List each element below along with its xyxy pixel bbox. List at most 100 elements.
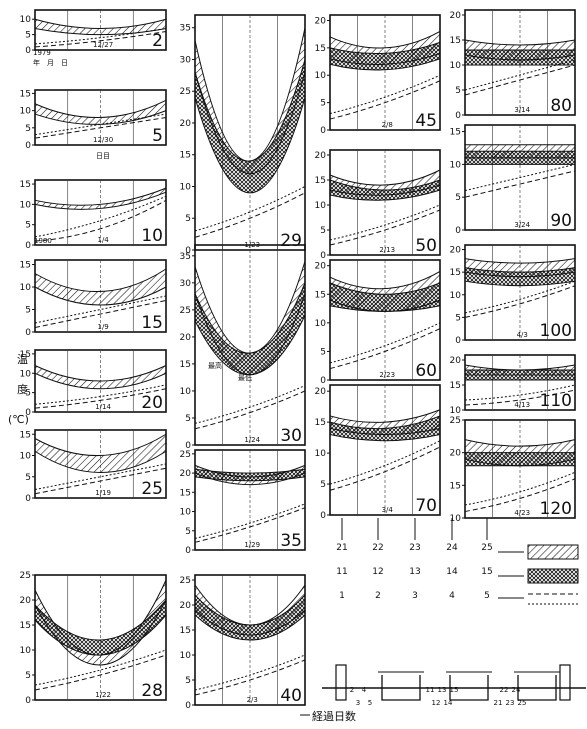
sensor-number: 12 [432,699,441,707]
day-number: 35 [280,531,302,551]
y-tick-label: 15 [20,430,31,440]
panel-5: 0 5 10 15 12/30 5 [20,89,167,151]
bed-trough [517,675,557,701]
legend-number: 12 [372,567,383,577]
day-number: 110 [540,391,572,411]
panel-20: 0 5 10 15 1/14 20 [20,349,167,418]
day-number: 40 [280,686,302,706]
legend-number: 23 [409,543,420,553]
y-tick-label: 0 [455,336,461,346]
panel-110: 10 15 20 4/13 110 [450,354,576,416]
y-tick-label: 15 [450,36,461,46]
date-label: 12/30 [93,136,113,144]
sensor-number: 2 [350,686,354,694]
y-tick-label: 15 [315,176,326,186]
y-tick-label: 5 [320,99,326,109]
y-tick-label: 0 [320,126,326,136]
panel-90: 0 5 10 15 3/24 90 [450,124,576,236]
panel-28: 0 5 10 15 20 25 1/22 28 [20,571,167,706]
y-tick-label: 10 [20,200,32,210]
legend-number: 15 [481,567,492,577]
date-label: 2/8 [382,121,393,129]
legend-number: 24 [446,543,458,553]
panel-25: 0 5 10 15 1/19 25 [20,429,167,504]
series-band-crosshatched [194,282,306,376]
y-tick-label: 0 [25,328,31,338]
legend-number: 11 [336,567,347,577]
y-tick-label: 10 [450,160,462,170]
legend-number: 1 [339,591,345,601]
series-dotted-line [34,195,167,238]
panel-70: 0 5 10 15 20 3/4 70 [315,384,441,521]
series-dotted-line [329,322,441,364]
panel-80: 0 5 10 15 20 3/14 80 [450,9,576,121]
date-label: 1/24 [244,436,260,444]
series-dashed-line [464,389,576,406]
y-tick-label: 25 [180,306,191,316]
day-number: 29 [280,231,302,251]
bed-trough [381,675,421,701]
y-tick-label: 10 [450,61,462,71]
sensor-number: 11 [426,686,435,694]
y-axis-label-3: (℃) [8,413,29,426]
y-tick-label: 15 [450,481,461,491]
y-tick-label: 10 [180,387,192,397]
y-tick-label: 30 [180,55,192,65]
series-dashed-line [329,446,441,491]
series-dashed-line [34,199,167,242]
panel-35: 0 5 10 15 20 25 1/29 35 [180,449,306,556]
y-tick-label: 15 [180,488,191,498]
series-dotted-line [34,649,167,686]
series-dotted-line [194,654,306,691]
series-band-crosshatched [464,369,576,381]
panel-120: 10 15 20 25 4/23 120 [450,416,576,524]
day-number: 100 [540,321,572,341]
day-number: 25 [141,479,163,499]
y-tick-label: 20 [315,16,327,26]
min-temp-label: 最低 [238,373,252,382]
date-label: 12/27 [93,41,113,49]
y-tick-label: 15 [450,268,461,278]
y-tick-label: 0 [25,46,31,56]
y-tick-label: 15 [315,418,326,428]
day-number: 60 [415,361,437,381]
y-tick-label: 0 [25,494,31,504]
y-tick-label: 20 [450,449,462,459]
y-tick-label: 5 [320,347,326,357]
legend-swatch [527,568,579,584]
day-number: 28 [141,681,163,701]
y-tick-label: 10 [20,452,32,462]
series-band-hatched [34,18,167,36]
series-dashed-line [464,285,576,318]
sensor-number: 23 [506,699,515,707]
series-band-crosshatched [464,267,576,287]
wall-left [335,664,347,701]
series-dashed-line [194,192,306,238]
y-tick-label: 0 [25,141,31,151]
date-label: 2/3 [247,696,258,704]
y-tick-label: 0 [185,441,191,451]
day-number: 30 [280,426,302,446]
year-1980-label: 1980 [34,237,52,245]
y-tick-label: 5 [185,414,191,424]
series-band-crosshatched [194,59,306,194]
series-dashed-line [194,507,306,543]
sensor-number: 24 [512,686,521,694]
y-tick-label: 5 [455,313,461,323]
y-tick-label: 20 [315,387,327,397]
day-number: 20 [141,393,163,413]
y-tick-label: 20 [315,151,327,161]
y-tick-label: 0 [25,696,31,706]
day-number: 15 [141,313,163,333]
bed-trough [449,675,489,701]
date-label: 3/14 [514,106,530,114]
y-axis-label-2: 度 [17,382,28,396]
y-tick-label: 15 [20,180,31,190]
series-dashed-line [194,659,306,696]
date-note-label: 年 月 日 [33,58,68,67]
sensor-number: 5 [368,699,372,707]
y-tick-label: 15 [315,44,326,54]
x-axis-label: 経過日数 [312,710,356,723]
y-tick-label: 5 [25,671,31,681]
